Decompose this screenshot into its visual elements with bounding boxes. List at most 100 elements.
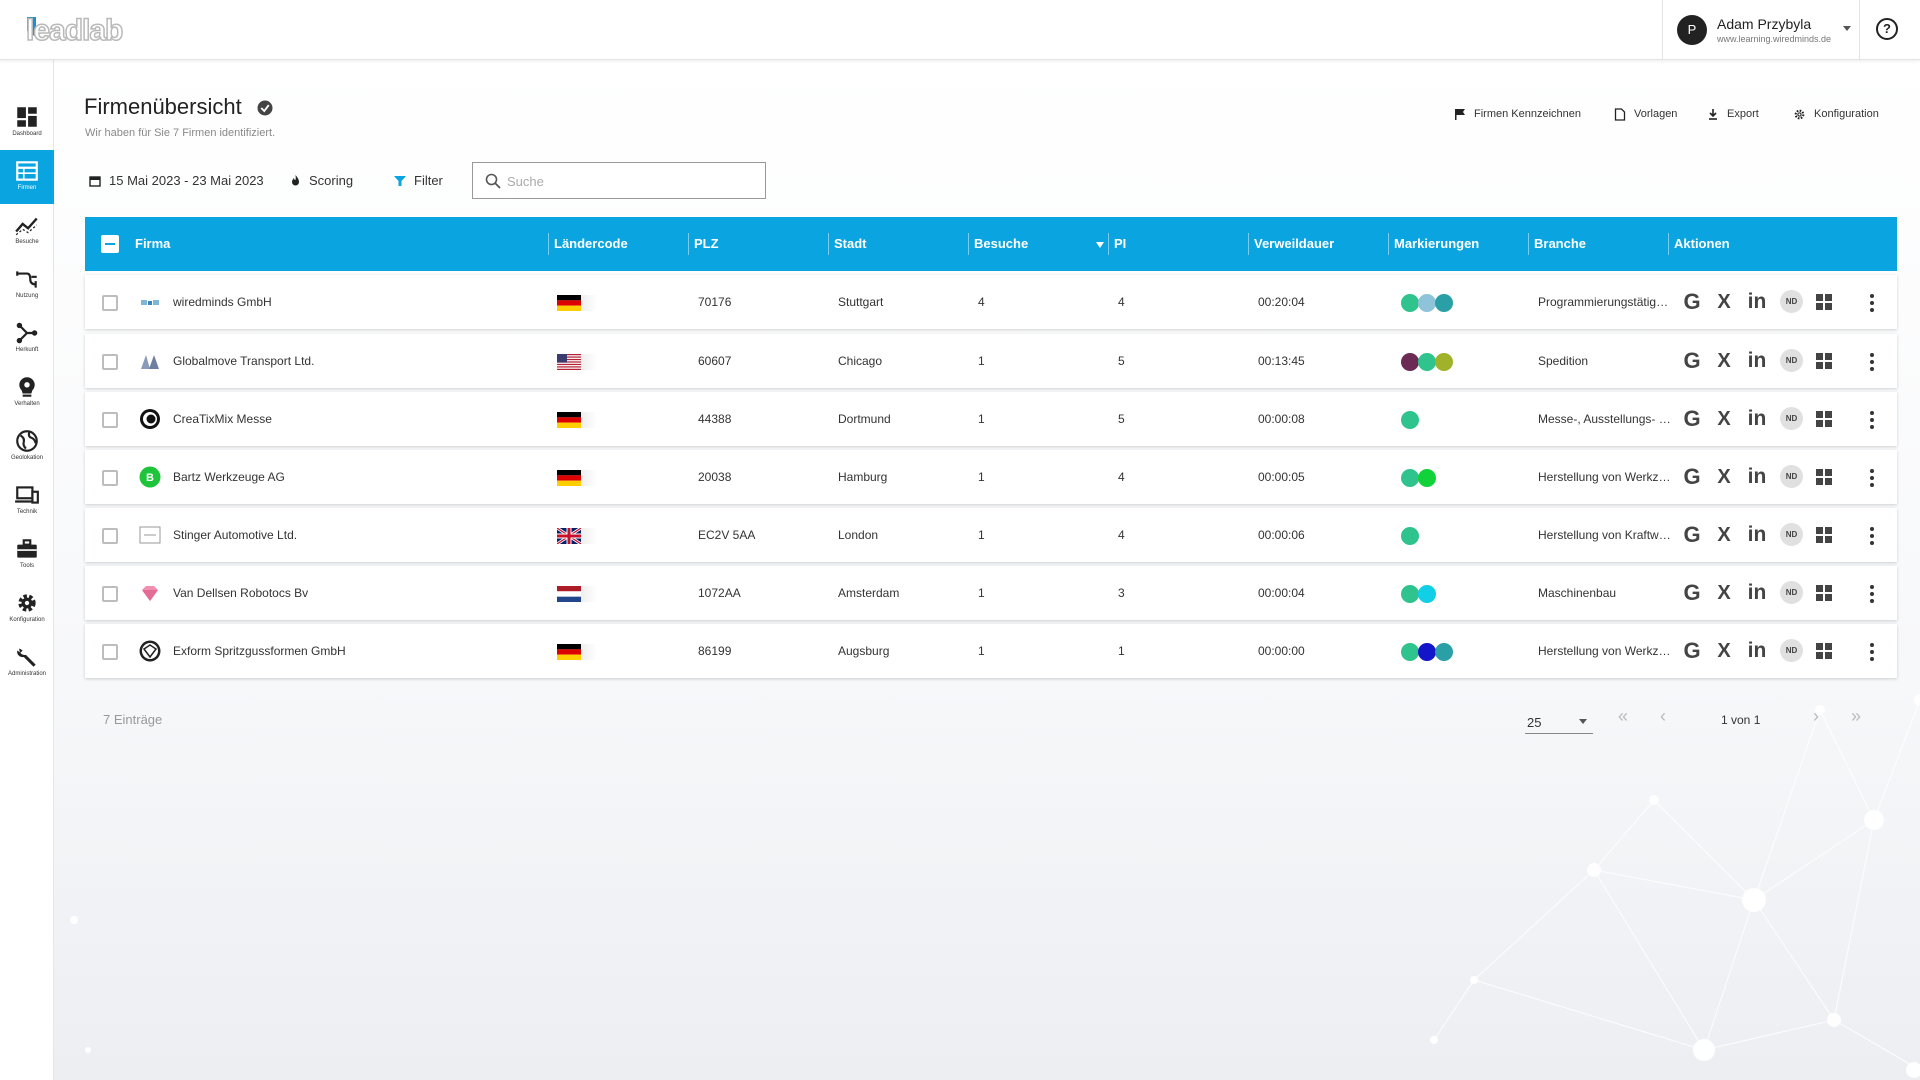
xing-icon[interactable]: X bbox=[1717, 350, 1731, 372]
company-name[interactable]: CreaTixMix Messe bbox=[173, 412, 272, 426]
row-checkbox[interactable] bbox=[102, 295, 118, 311]
grid-icon[interactable] bbox=[1816, 411, 1832, 427]
more-vertical-icon[interactable] bbox=[1869, 526, 1875, 546]
sidebar-item-herkunft[interactable]: Herkunft bbox=[0, 312, 54, 366]
column-besuche[interactable]: Besuche bbox=[974, 236, 1029, 251]
company-name[interactable]: Van Dellsen Robotocs Bv bbox=[173, 586, 309, 600]
company-name[interactable]: wiredminds GmbH bbox=[173, 295, 272, 309]
sidebar-item-geolokation[interactable]: Geolokation bbox=[0, 420, 54, 474]
google-search-icon[interactable]: G bbox=[1683, 464, 1701, 489]
linkedin-icon[interactable]: in bbox=[1747, 349, 1767, 372]
row-checkbox[interactable] bbox=[102, 470, 118, 486]
leadlab-logo[interactable]: leadlab bbox=[25, 13, 124, 48]
markierungen-dots[interactable] bbox=[1401, 643, 1453, 661]
sidebar-item-nutzung[interactable]: Nutzung bbox=[0, 258, 54, 312]
table-row[interactable]: wiredminds GmbH 70176 Stuttgart 4 4 00:20:04 P… bbox=[85, 275, 1897, 329]
table-row[interactable]: CreaTixMix Messe 44388 Dortmund 1 5 00:00:08 M… bbox=[85, 392, 1897, 446]
row-checkbox[interactable] bbox=[102, 586, 118, 602]
column-plz[interactable]: PLZ bbox=[694, 236, 719, 251]
sort-desc-icon[interactable] bbox=[1096, 242, 1104, 248]
grid-icon[interactable] bbox=[1816, 294, 1832, 310]
sidebar-item-tools[interactable]: Tools bbox=[0, 528, 54, 582]
google-search-icon[interactable]: G bbox=[1683, 522, 1701, 547]
nd-badge-icon[interactable]: ND bbox=[1780, 523, 1803, 546]
xing-icon[interactable]: X bbox=[1717, 291, 1731, 313]
next-page-button[interactable]: › bbox=[1813, 706, 1819, 726]
column-pi[interactable]: PI bbox=[1114, 236, 1127, 251]
chevron-down-icon[interactable] bbox=[1843, 26, 1851, 31]
first-page-button[interactable]: « bbox=[1618, 706, 1629, 726]
row-checkbox[interactable] bbox=[102, 644, 118, 660]
flag-companies-button[interactable]: Firmen Kennzeichnen bbox=[1454, 106, 1581, 122]
sidebar-item-besuche[interactable]: Besuche bbox=[0, 204, 54, 258]
column-verweildauer[interactable]: Verweildauer bbox=[1254, 236, 1335, 251]
xing-icon[interactable]: X bbox=[1717, 640, 1731, 662]
column-stadt[interactable]: Stadt bbox=[834, 236, 867, 251]
sidebar-item-administration[interactable]: Administration bbox=[0, 636, 54, 690]
select-all-checkbox[interactable] bbox=[101, 235, 119, 253]
page-size-select[interactable]: 25 bbox=[1525, 710, 1593, 734]
company-name[interactable]: Bartz Werkzeuge AG bbox=[173, 470, 285, 484]
search-box[interactable] bbox=[472, 162, 766, 199]
sidebar-item-dashboard[interactable]: Dashboard bbox=[0, 96, 54, 150]
export-button[interactable]: Export bbox=[1707, 106, 1759, 122]
grid-icon[interactable] bbox=[1816, 527, 1832, 543]
date-range-picker[interactable]: 15 Mai 2023 - 23 Mai 2023 bbox=[89, 173, 264, 188]
sidebar-item-firmen[interactable]: Firmen bbox=[0, 150, 54, 204]
xing-icon[interactable]: X bbox=[1717, 524, 1731, 546]
linkedin-icon[interactable]: in bbox=[1747, 290, 1767, 313]
company-name[interactable]: Globalmove Transport Ltd. bbox=[173, 354, 315, 368]
google-search-icon[interactable]: G bbox=[1683, 638, 1701, 663]
xing-icon[interactable]: X bbox=[1717, 582, 1731, 604]
xing-icon[interactable]: X bbox=[1717, 466, 1731, 488]
column-laendercode[interactable]: Ländercode bbox=[554, 236, 628, 251]
markierungen-dots[interactable] bbox=[1401, 585, 1436, 603]
sidebar-item-konfiguration[interactable]: Konfiguration bbox=[0, 582, 54, 636]
markierungen-dots[interactable] bbox=[1401, 527, 1419, 545]
column-markierungen[interactable]: Markierungen bbox=[1394, 236, 1480, 251]
column-branche[interactable]: Branche bbox=[1534, 236, 1587, 251]
grid-icon[interactable] bbox=[1816, 469, 1832, 485]
more-vertical-icon[interactable] bbox=[1869, 293, 1875, 313]
grid-icon[interactable] bbox=[1816, 643, 1832, 659]
user-menu[interactable]: P Adam Przybyla www.learning.wiredminds.… bbox=[1662, 0, 1860, 60]
more-vertical-icon[interactable] bbox=[1869, 584, 1875, 604]
row-checkbox[interactable] bbox=[102, 412, 118, 428]
previous-page-button[interactable]: ‹ bbox=[1660, 706, 1666, 726]
company-name[interactable]: Exform Spritzgussformen GmbH bbox=[173, 644, 346, 658]
markierungen-dots[interactable] bbox=[1401, 353, 1453, 371]
more-vertical-icon[interactable] bbox=[1869, 468, 1875, 488]
table-row[interactable]: Van Dellsen Robotocs Bv 1072AA Amsterdam 1 3… bbox=[85, 566, 1897, 620]
scoring-button[interactable]: Scoring bbox=[290, 173, 353, 188]
nd-badge-icon[interactable]: ND bbox=[1780, 290, 1803, 313]
google-search-icon[interactable]: G bbox=[1683, 348, 1701, 373]
table-row[interactable]: Globalmove Transport Ltd. 60607 Chicago 1 5 0… bbox=[85, 334, 1897, 388]
row-checkbox[interactable] bbox=[102, 528, 118, 544]
sidebar-item-verhalten[interactable]: Verhalten bbox=[0, 366, 54, 420]
more-vertical-icon[interactable] bbox=[1869, 352, 1875, 372]
linkedin-icon[interactable]: in bbox=[1747, 581, 1767, 604]
templates-button[interactable]: Vorlagen bbox=[1614, 106, 1677, 122]
search-input[interactable] bbox=[507, 171, 757, 191]
nd-badge-icon[interactable]: ND bbox=[1780, 581, 1803, 604]
nd-badge-icon[interactable]: ND bbox=[1780, 349, 1803, 372]
google-search-icon[interactable]: G bbox=[1683, 406, 1701, 431]
more-vertical-icon[interactable] bbox=[1869, 642, 1875, 662]
configuration-button[interactable]: Konfiguration bbox=[1793, 106, 1879, 122]
nd-badge-icon[interactable]: ND bbox=[1780, 639, 1803, 662]
column-firma[interactable]: Firma bbox=[135, 236, 171, 251]
grid-icon[interactable] bbox=[1816, 585, 1832, 601]
row-checkbox[interactable] bbox=[102, 354, 118, 370]
table-row[interactable]: Stinger Automotive Ltd. EC2V 5AA London 1 4 0… bbox=[85, 508, 1897, 562]
more-vertical-icon[interactable] bbox=[1869, 410, 1875, 430]
company-name[interactable]: Stinger Automotive Ltd. bbox=[173, 528, 298, 542]
google-search-icon[interactable]: G bbox=[1683, 580, 1701, 605]
table-row[interactable]: B Bartz Werkzeuge AG 20038 Hamburg 1 4 00:00:0… bbox=[85, 450, 1897, 504]
markierungen-dots[interactable] bbox=[1401, 411, 1419, 429]
linkedin-icon[interactable]: in bbox=[1747, 465, 1767, 488]
markierungen-dots[interactable] bbox=[1401, 294, 1453, 312]
linkedin-icon[interactable]: in bbox=[1747, 639, 1767, 662]
help-icon[interactable]: ? bbox=[1876, 18, 1898, 40]
linkedin-icon[interactable]: in bbox=[1747, 407, 1767, 430]
xing-icon[interactable]: X bbox=[1717, 408, 1731, 430]
